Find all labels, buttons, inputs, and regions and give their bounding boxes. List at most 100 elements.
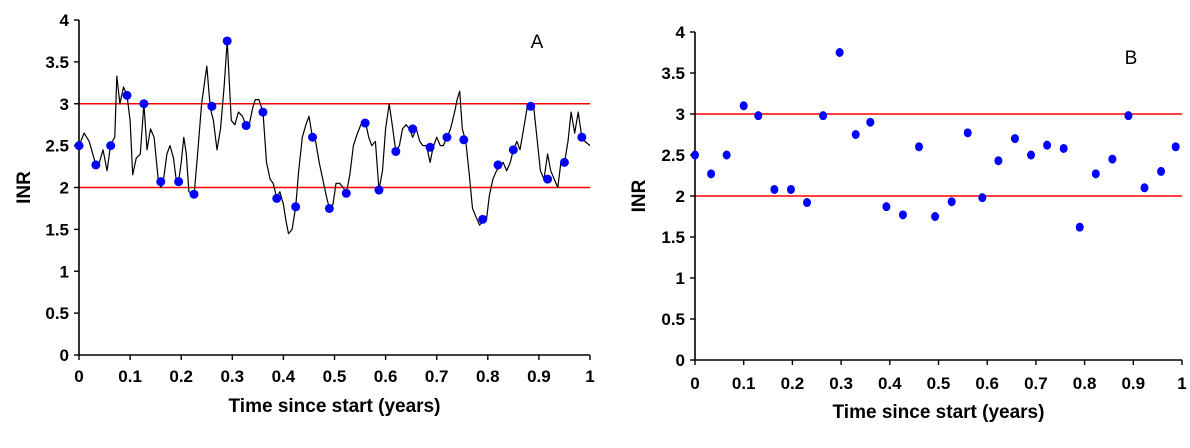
chart1-y-tick-label: 1.5	[45, 220, 69, 239]
chart2-data-point	[819, 111, 828, 121]
chart2-data-point	[851, 130, 860, 139]
chart2-data-point	[1059, 143, 1068, 153]
chart2-data-point	[1157, 166, 1166, 176]
chart1-data-point	[139, 99, 149, 109]
chart1-y-tick-label: 2	[60, 179, 69, 198]
chart1-data-point	[291, 202, 301, 212]
chart2-y-tick-label: 2.5	[661, 146, 685, 165]
chart1-panel: 0 0.5 1 1.5 2 2.5 3 3.5 4 0 0.1 0.2 0.3 0.4 0.5 0.6 0.7 0…	[14, 11, 595, 417]
chart2-data-point	[786, 184, 795, 194]
chart2-y-tick-label: 0.5	[661, 310, 685, 329]
chart2-x-tick-label: 0.8	[1073, 374, 1097, 393]
chart2-y-axis-title: INR	[629, 179, 650, 212]
chart2-x-tick-label: 0.5	[927, 374, 951, 393]
chart1-data-point	[258, 107, 268, 117]
chart2-panel: 0 0.5 1 1.5 2 2.5 3 3.5 4 0 0.1 0.2 0.3 0.4 0.5 0.6 0.7 0…	[629, 23, 1187, 423]
chart2-x-tick-label: 0.1	[732, 374, 756, 393]
chart2-data-point	[707, 169, 716, 179]
chart2-data-point	[803, 198, 812, 208]
chart2-y-tick-label: 3	[676, 105, 685, 124]
chart2-data-point	[1043, 140, 1052, 150]
chart1-data-point	[106, 141, 116, 151]
chart1-data-point	[341, 188, 351, 198]
chart2-data-point	[691, 150, 699, 160]
chart2-data-point	[722, 150, 731, 160]
chart2-data-point	[739, 101, 748, 111]
chart1-data-point	[577, 132, 587, 142]
chart2-y-tick-label: 1.5	[661, 228, 685, 247]
chart1-data-point	[91, 160, 101, 170]
chart2-data-point	[915, 142, 924, 152]
chart1-data-point	[374, 185, 384, 195]
chart2-data-point	[898, 210, 907, 220]
chart1-data-point	[508, 145, 518, 155]
chart2-data-point	[963, 128, 972, 138]
chart2-data-point	[754, 111, 763, 121]
chart2-x-tick-label: 0.6	[975, 374, 999, 393]
chart1-data-point	[241, 121, 251, 131]
chart1-data-point	[425, 142, 435, 152]
chart1-y-tick-label: 1	[60, 262, 69, 281]
chart1-data-point	[156, 177, 166, 187]
chart1-data-point	[459, 135, 469, 145]
chart1-data-point	[408, 124, 418, 134]
chart2-data-point	[1124, 111, 1133, 121]
chart1-data-point	[189, 189, 199, 199]
chart2-data-point	[1171, 142, 1180, 152]
chart1-data-point	[526, 101, 536, 111]
chart2-x-tick-label: 0.4	[878, 374, 902, 393]
chart1-data-point	[222, 36, 232, 46]
chart2-data-point	[1091, 169, 1100, 179]
chart1-y-tick-label: 0.5	[45, 304, 69, 323]
chart1-x-tick-label: 0.6	[374, 367, 398, 386]
chart1-y-tick-label: 3.5	[45, 53, 69, 72]
chart2-data-point	[947, 197, 956, 207]
chart1-panel-label: A	[531, 32, 544, 53]
chart1-x-tick-label: 0.1	[118, 367, 142, 386]
chart1-data-point	[174, 177, 184, 187]
chart2-x-tick-label: 0.2	[781, 374, 805, 393]
chart1-x-tick-label: 0.8	[476, 367, 500, 386]
chart1-data-point	[478, 214, 488, 224]
chart1-data-point	[442, 132, 452, 142]
chart2-data-point	[882, 202, 891, 212]
chart2-y-tick-label: 4	[676, 23, 686, 42]
chart2-y-tick-label: 2	[676, 187, 685, 206]
chart1-data-point	[272, 193, 282, 203]
chart2-x-tick-label: 0.3	[829, 374, 853, 393]
chart1-y-tick-label: 3	[60, 95, 69, 114]
chart1-x-tick-label: 0.3	[220, 367, 244, 386]
chart1-data-point	[207, 101, 217, 111]
chart1-y-tick-label: 4	[60, 11, 70, 30]
chart1-x-tick-label: 0.2	[169, 367, 193, 386]
chart2-x-tick-label: 1	[1177, 374, 1186, 393]
chart2-x-tick-label: 0	[690, 374, 699, 393]
chart1-data-point	[308, 132, 318, 142]
chart2-data-point	[866, 117, 875, 127]
chart1-data-point	[493, 160, 503, 170]
chart2-y-tick-label: 0	[676, 351, 685, 370]
chart1-x-tick-label: 0.5	[323, 367, 347, 386]
chart2-data-point	[1108, 154, 1117, 164]
chart2-data-point	[1027, 150, 1036, 160]
chart2-data-point	[1075, 222, 1084, 232]
chart1-x-tick-label: 0.9	[527, 367, 551, 386]
chart1-x-tick-label: 0	[74, 367, 83, 386]
chart1-x-tick-label: 1	[585, 367, 594, 386]
chart1-data-point	[360, 118, 370, 128]
chart2-data-point	[835, 48, 844, 57]
chart1-data-point	[543, 174, 553, 184]
chart2-y-tick-label: 3.5	[661, 64, 685, 83]
chart2-data-point	[1010, 134, 1019, 144]
chart1-data-point	[391, 146, 401, 156]
chart1-y-tick-label: 0	[60, 346, 69, 365]
chart2-data-point	[770, 184, 779, 194]
chart2-data-point	[931, 212, 940, 221]
chart2-x-tick-label: 0.9	[1121, 374, 1145, 393]
chart1-data-point	[324, 203, 334, 213]
chart1-y-tick-label: 2.5	[45, 137, 69, 156]
chart2-data-point	[994, 156, 1003, 166]
chart1-x-axis-title: Time since start (years)	[229, 396, 441, 417]
chart1-data-point	[74, 141, 84, 151]
